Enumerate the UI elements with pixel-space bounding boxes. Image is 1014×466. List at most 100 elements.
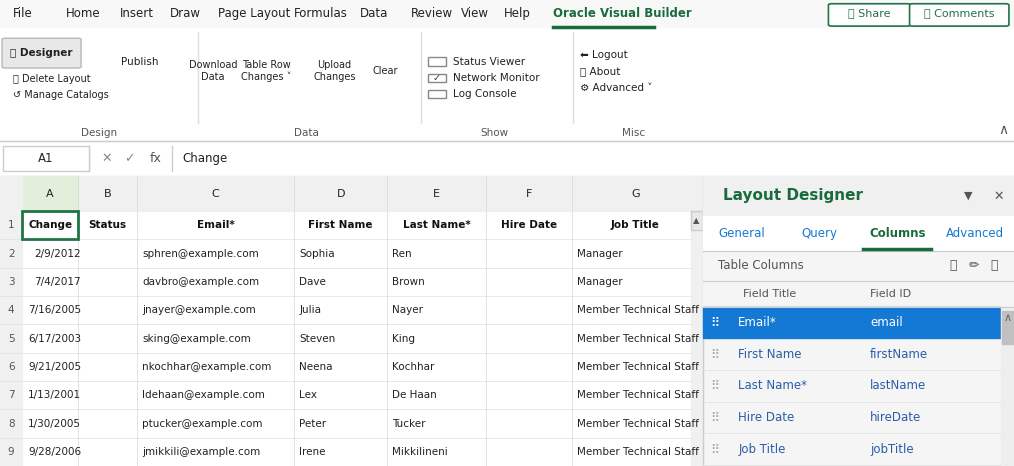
Text: sphren@example.com: sphren@example.com	[142, 248, 259, 259]
Text: 🗑 Delete Layout: 🗑 Delete Layout	[13, 74, 91, 84]
Text: 7/4/2017: 7/4/2017	[34, 277, 81, 287]
Text: View: View	[461, 7, 490, 20]
Text: Field ID: Field ID	[870, 289, 912, 299]
Text: Manager: Manager	[577, 277, 623, 287]
Text: 1/30/2005: 1/30/2005	[28, 418, 81, 429]
Text: email: email	[870, 316, 902, 329]
Text: Sophia: Sophia	[299, 248, 335, 259]
Bar	[703, 176, 1014, 216]
Text: ⠿: ⠿	[711, 411, 719, 424]
Text: 7: 7	[8, 390, 14, 400]
Text: Field Title: Field Title	[743, 289, 797, 299]
Text: Publish: Publish	[122, 57, 158, 67]
Text: 9/28/2006: 9/28/2006	[28, 447, 81, 457]
Bar	[703, 251, 1014, 281]
Bar	[0, 27, 1014, 141]
Text: Help: Help	[504, 7, 531, 20]
Text: ✓: ✓	[125, 152, 135, 165]
Text: Nayer: Nayer	[392, 305, 424, 315]
Text: Julia: Julia	[299, 305, 321, 315]
Text: Job Title: Job Title	[610, 220, 660, 230]
Bar	[703, 216, 1014, 251]
Text: 🔗 Share: 🔗 Share	[848, 8, 890, 19]
Text: Layout Designer: Layout Designer	[723, 188, 863, 204]
Bar	[22, 176, 78, 211]
Text: Hire Date: Hire Date	[501, 220, 557, 230]
Text: ↺ Manage Catalogs: ↺ Manage Catalogs	[13, 89, 108, 100]
Bar	[691, 211, 703, 230]
Text: Last Name*: Last Name*	[403, 220, 470, 230]
FancyBboxPatch shape	[828, 4, 911, 26]
Text: Columns: Columns	[869, 227, 926, 240]
Text: Data: Data	[294, 128, 319, 138]
Bar	[703, 281, 1014, 307]
Text: 2: 2	[8, 248, 14, 259]
Bar	[428, 74, 446, 82]
Text: 9: 9	[8, 447, 14, 457]
Text: Member Technical Staff: Member Technical Staff	[577, 305, 699, 315]
Text: Brown: Brown	[392, 277, 425, 287]
Text: Home: Home	[66, 7, 100, 20]
Text: Status: Status	[88, 220, 127, 230]
Text: Oracle Visual Builder: Oracle Visual Builder	[553, 7, 692, 20]
Text: B: B	[103, 189, 112, 199]
Text: Dave: Dave	[299, 277, 327, 287]
Text: Formulas: Formulas	[294, 7, 348, 20]
Text: E: E	[433, 189, 440, 199]
Text: Table Columns: Table Columns	[718, 260, 804, 272]
Text: First Name: First Name	[738, 348, 802, 361]
Text: jnayer@example.com: jnayer@example.com	[142, 305, 256, 315]
Text: Ren: Ren	[392, 248, 412, 259]
Text: A: A	[47, 189, 54, 199]
FancyBboxPatch shape	[910, 4, 1009, 26]
Bar	[1002, 311, 1013, 344]
Text: King: King	[392, 334, 416, 343]
Text: ldehaan@example.com: ldehaan@example.com	[142, 390, 265, 400]
Text: A1: A1	[38, 152, 54, 165]
Text: Review: Review	[411, 7, 453, 20]
Text: D: D	[337, 189, 345, 199]
Bar	[22, 211, 78, 240]
Text: Job Title: Job Title	[738, 443, 786, 456]
Text: Change: Change	[183, 152, 228, 165]
Text: Neena: Neena	[299, 362, 333, 372]
Text: General: General	[718, 227, 765, 240]
Text: Design: Design	[81, 128, 117, 138]
Text: Manager: Manager	[577, 248, 623, 259]
Text: Email*: Email*	[197, 220, 234, 230]
Text: ✓: ✓	[433, 73, 441, 83]
Text: 6/17/2003: 6/17/2003	[28, 334, 81, 343]
Text: Data: Data	[360, 7, 388, 20]
Text: Query: Query	[801, 227, 838, 240]
Text: 8: 8	[8, 418, 14, 429]
Text: Misc: Misc	[623, 128, 645, 138]
FancyBboxPatch shape	[2, 38, 81, 68]
Text: ⬅ Logout: ⬅ Logout	[580, 50, 628, 60]
Text: 🗑: 🗑	[990, 260, 998, 272]
Text: fx: fx	[149, 152, 161, 165]
Text: Clear: Clear	[372, 66, 399, 76]
Text: Kochhar: Kochhar	[392, 362, 435, 372]
Text: C: C	[212, 189, 219, 199]
Text: Upload
Changes: Upload Changes	[313, 61, 356, 82]
Text: ⠿: ⠿	[711, 348, 719, 361]
Text: ⓘ About: ⓘ About	[580, 66, 621, 76]
Text: davbro@example.com: davbro@example.com	[142, 277, 260, 287]
Text: Member Technical Staff: Member Technical Staff	[577, 334, 699, 343]
Bar	[0, 141, 1014, 176]
Text: nkochhar@example.com: nkochhar@example.com	[142, 362, 272, 372]
Text: ⚙ Advanced ˅: ⚙ Advanced ˅	[580, 82, 652, 93]
Text: ptucker@example.com: ptucker@example.com	[142, 418, 263, 429]
Text: G: G	[631, 189, 640, 199]
Text: lastName: lastName	[870, 379, 926, 392]
Text: Status Viewer: Status Viewer	[453, 56, 525, 67]
Text: 💬 Comments: 💬 Comments	[924, 8, 995, 19]
Text: Peter: Peter	[299, 418, 327, 429]
Text: ＋: ＋	[949, 260, 957, 272]
Bar	[428, 57, 446, 66]
Text: First Name: First Name	[308, 220, 373, 230]
Text: Mikkilineni: Mikkilineni	[392, 447, 448, 457]
Text: Tucker: Tucker	[392, 418, 426, 429]
Text: ∧: ∧	[1003, 313, 1012, 323]
Text: Table Row
Changes ˅: Table Row Changes ˅	[241, 60, 292, 82]
